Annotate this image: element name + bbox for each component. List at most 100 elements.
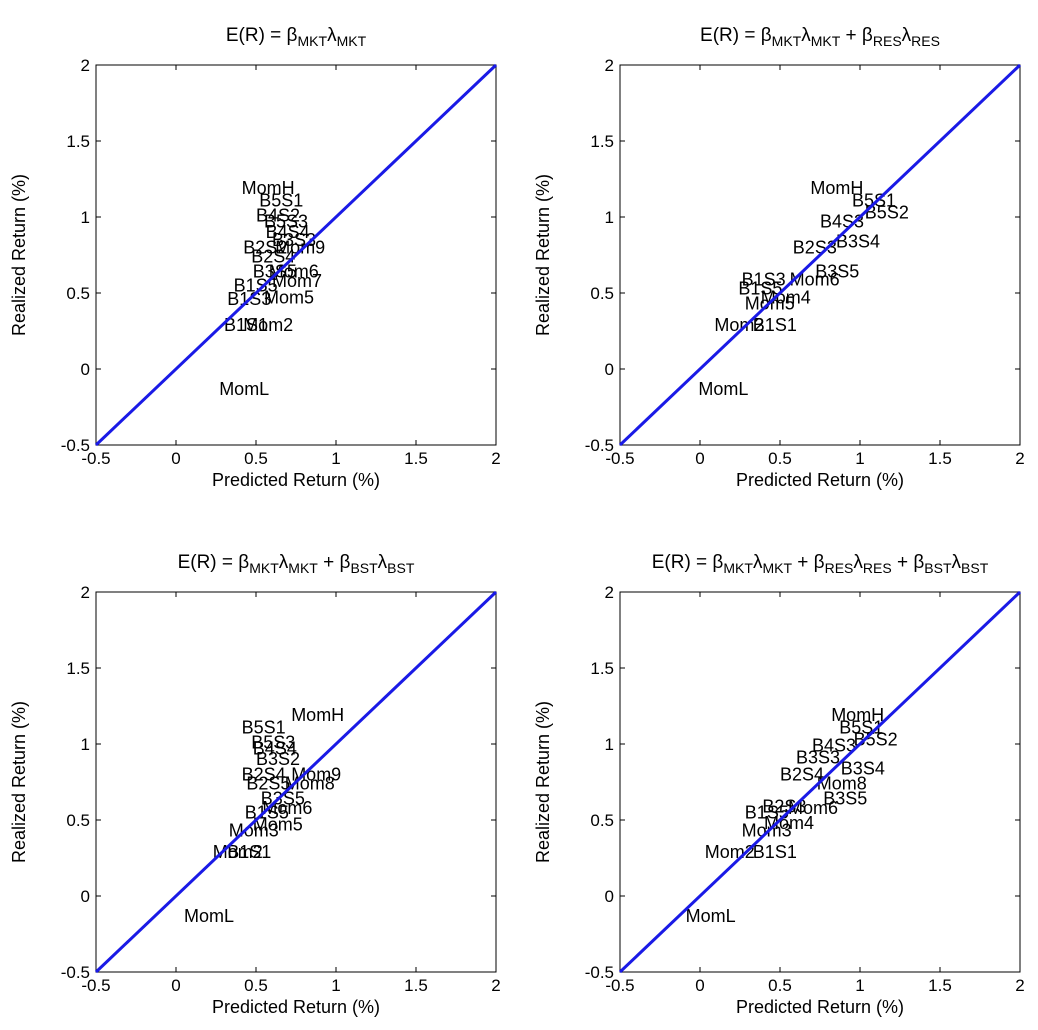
point-label: Mom4	[764, 813, 814, 833]
title-text: λ	[801, 25, 811, 46]
y-tick-label: 1.5	[590, 132, 614, 151]
x-axis-label: Predicted Return (%)	[212, 997, 380, 1017]
point-label: B4S4	[266, 222, 310, 242]
x-tick-label: 1	[855, 449, 864, 468]
y-tick-label: 2	[81, 56, 90, 75]
scatter-panel-4: -0.5 0 0.5 1 1.5 2-0.500.511.52MomHB5S1B5S2B4…	[533, 552, 1025, 1017]
y-tick-label: -0.5	[61, 963, 90, 982]
point-label: Mom6	[790, 269, 840, 289]
y-tick-label: 0	[605, 887, 614, 906]
point-label: B5S2	[854, 729, 898, 749]
point-label: Mom9	[275, 237, 325, 257]
x-tick-label: 0	[171, 449, 180, 468]
point-label: MomH	[831, 705, 884, 725]
y-tick-label: 1.5	[66, 659, 90, 678]
y-tick-label: 0	[605, 360, 614, 379]
point-label: B1S5	[234, 275, 278, 295]
x-tick-label: 1.5	[928, 976, 952, 995]
title-subscript: MKT	[723, 560, 753, 576]
point-label: B5S1	[259, 190, 303, 210]
point-label: MomL	[686, 906, 736, 926]
x-tick-label: 1.5	[404, 976, 428, 995]
title-text: λ	[279, 552, 289, 573]
point-label: B3S4	[836, 231, 880, 251]
point-label: B3S4	[841, 758, 885, 778]
x-tick-label: -0.5	[81, 449, 110, 468]
title-subscript: MKT	[298, 33, 328, 49]
point-label: B2S5	[246, 774, 290, 794]
x-tick-label: 0.5	[244, 976, 268, 995]
x-tick-label: -0.5	[605, 449, 634, 468]
title-text: λ	[902, 25, 912, 46]
title-subscript: RES	[873, 33, 902, 49]
reference-line	[618, 63, 1022, 447]
point-label: B3S5	[815, 262, 859, 282]
title-subscript: MKT	[811, 33, 841, 49]
y-tick-label: 2	[605, 583, 614, 602]
point-label: Mom5	[264, 288, 314, 308]
scatter-panel-3: -0.5 0 0.5 1 1.5 2 -0.5 0 0.5 1 1.5 2 MomHB5S1B5S3B4…	[9, 552, 501, 1017]
title-text: E(R) = β	[178, 552, 250, 573]
title-subscript: MKT	[288, 560, 318, 576]
point-label: Mom4	[761, 288, 811, 308]
title-text: λ	[952, 552, 962, 573]
y-axis-label: Realized Return (%)	[9, 701, 29, 863]
point-label: Mom3	[742, 821, 792, 841]
point-label: B5S3	[264, 212, 308, 232]
point-label: B1S3	[742, 269, 786, 289]
x-tick-label: 1.5	[928, 449, 952, 468]
title-text: + β	[318, 552, 351, 573]
title-subscript: BST	[387, 560, 415, 576]
y-tick-label: 0.5	[590, 811, 614, 830]
x-tick-label: 1	[855, 976, 864, 995]
plot-frame	[619, 591, 1021, 973]
point-label: Mom8	[285, 774, 335, 794]
point-label: B2S4	[780, 764, 824, 784]
x-tick-label: 2	[1015, 976, 1024, 995]
y-axis-label: Realized Return (%)	[533, 174, 553, 336]
x-tick-label: 0	[695, 976, 704, 995]
point-label: B1S1	[753, 842, 797, 862]
point-label: B2S4	[242, 764, 286, 784]
title-text: E(R) = β	[652, 552, 724, 573]
x-tick-label: 0.5	[244, 449, 268, 468]
scatter-panel-2: -0.5 0 0.5 1 1.5 2-0.500.511.52MomHB5S1B5S2B4…	[533, 25, 1025, 490]
point-label: B5S3	[251, 732, 295, 752]
panel-title: E(R) = βMKTλMKT	[226, 25, 367, 49]
point-label: MomL	[698, 379, 748, 399]
point-label: B5S1	[242, 717, 286, 737]
x-tick-label: 0	[171, 976, 180, 995]
y-tick-label: 0.5	[66, 284, 90, 303]
point-label: Mom9	[291, 764, 341, 784]
title-text: + β	[892, 552, 925, 573]
x-axis-label: Predicted Return (%)	[736, 470, 904, 490]
point-label: B4S2	[256, 205, 300, 225]
x-tick-label: 1.5	[404, 449, 428, 468]
plot-frame	[95, 64, 497, 446]
y-tick-label: 1	[81, 208, 90, 227]
point-label: B4S3	[812, 736, 856, 756]
y-axis-label: Realized Return (%)	[9, 174, 29, 336]
point-label: B1S1	[753, 315, 797, 335]
title-subscript: MKT	[762, 560, 792, 576]
title-subscript: RES	[911, 33, 940, 49]
title-subscript: BST	[924, 560, 952, 576]
y-tick-label: 2	[605, 56, 614, 75]
reference-line	[94, 590, 498, 974]
y-tick-label: -0.5	[585, 436, 614, 455]
title-text: E(R) = β	[226, 25, 298, 46]
point-label: B3S5	[823, 789, 867, 809]
title-text: λ	[378, 552, 388, 573]
title-text: λ	[327, 25, 337, 46]
reference-line	[94, 63, 498, 447]
point-label: B3S2	[256, 749, 300, 769]
point-label: B3S3	[796, 748, 840, 768]
panel-title: E(R) = βMKTλMKT + βRESλRES + βBSTλBST	[652, 552, 989, 576]
panel-title: E(R) = βMKTλMKT + βRESλRES	[700, 25, 940, 49]
x-tick-label: 0	[695, 449, 704, 468]
title-subscript: BST	[961, 560, 989, 576]
point-label: Mom2	[243, 315, 293, 335]
y-tick-label: 0	[81, 887, 90, 906]
point-label: Mom6	[788, 798, 838, 818]
